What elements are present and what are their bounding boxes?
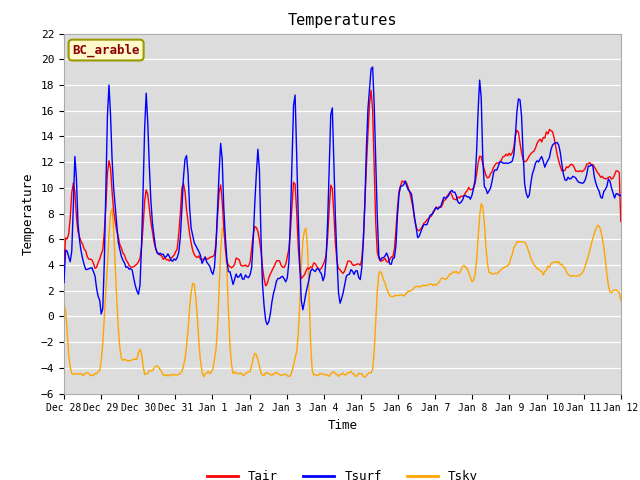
Title: Temperatures: Temperatures: [287, 13, 397, 28]
Tsurf: [369, 64, 376, 70]
Tair: [589, 162, 596, 168]
Tair: [226, 264, 234, 269]
X-axis label: Time: Time: [328, 419, 357, 432]
Tsky: [60, 300, 68, 306]
Tsurf: [254, 146, 262, 152]
Tsky: [303, 245, 311, 251]
Tsurf: [617, 192, 625, 198]
Tsky: [617, 298, 625, 303]
Line: Tsurf: Tsurf: [64, 67, 621, 324]
Tair: [367, 87, 375, 93]
Tair: [262, 283, 269, 288]
Tsky: [129, 357, 136, 362]
Tsky: [361, 374, 369, 380]
Tair: [60, 259, 68, 265]
Tsky: [244, 369, 252, 374]
Line: Tair: Tair: [64, 90, 621, 286]
Tsky: [254, 357, 262, 362]
Tair: [244, 263, 252, 269]
Tair: [617, 218, 625, 224]
Y-axis label: Temperature: Temperature: [22, 172, 35, 255]
Text: BC_arable: BC_arable: [72, 43, 140, 57]
Line: Tsky: Tsky: [64, 204, 621, 377]
Tsurf: [60, 280, 68, 286]
Tair: [254, 228, 262, 234]
Tsurf: [589, 163, 596, 169]
Tsurf: [226, 269, 234, 275]
Tsurf: [263, 322, 271, 327]
Tsurf: [244, 275, 252, 280]
Tsurf: [129, 267, 136, 273]
Tsky: [226, 342, 234, 348]
Tair: [129, 264, 136, 270]
Tsky: [477, 201, 485, 206]
Tsky: [589, 235, 596, 241]
Legend: Tair, Tsurf, Tsky: Tair, Tsurf, Tsky: [202, 465, 483, 480]
Tair: [305, 266, 313, 272]
Tsurf: [305, 276, 313, 282]
